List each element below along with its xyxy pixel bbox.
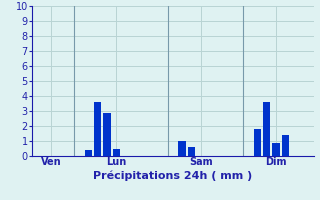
Bar (94, 102, 101, 156)
Bar (188, 147, 195, 156)
Bar (84, 150, 92, 156)
Bar (103, 112, 111, 156)
Bar (263, 102, 270, 156)
Bar (253, 129, 261, 156)
X-axis label: Précipitations 24h ( mm ): Précipitations 24h ( mm ) (93, 170, 252, 181)
Bar (282, 135, 289, 156)
Bar (179, 141, 186, 156)
Bar (113, 148, 120, 156)
Bar (272, 142, 280, 156)
